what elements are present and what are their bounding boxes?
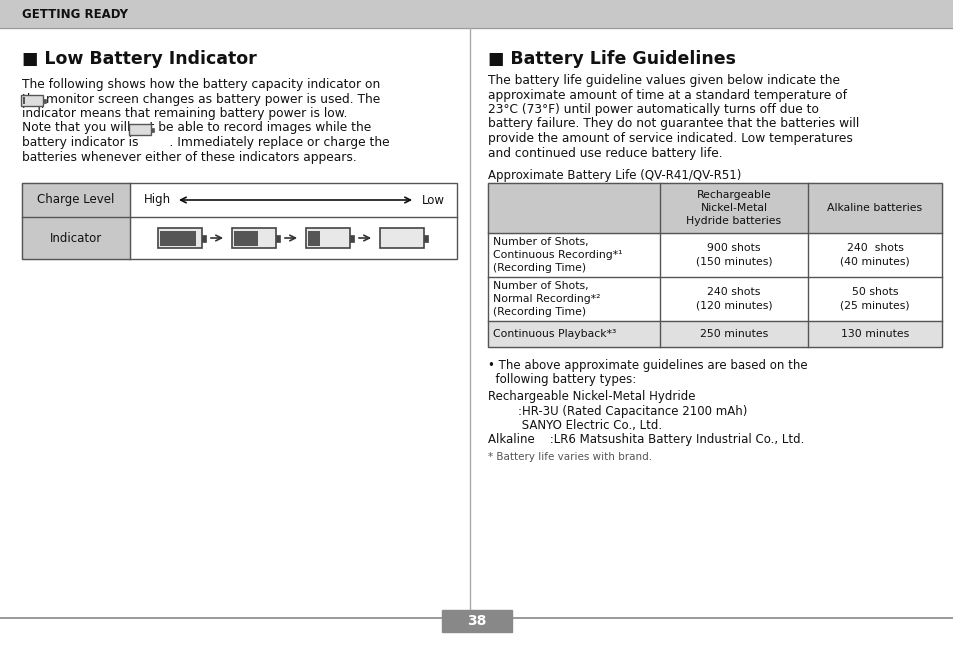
Bar [488, 183, 941, 347]
Text: Rechargeable Nickel-Metal Hydride: Rechargeable Nickel-Metal Hydride [488, 390, 695, 403]
Text: Indicator: Indicator [50, 231, 102, 244]
Bar [306, 228, 350, 248]
Bar [151, 127, 153, 132]
Text: 900 shots
(150 minutes): 900 shots (150 minutes) [695, 244, 772, 267]
Text: Number of Shots,
Normal Recording*²
(Recording Time): Number of Shots, Normal Recording*² (Rec… [493, 281, 599, 317]
Bar [129, 124, 151, 135]
Text: ■ Battery Life Guidelines: ■ Battery Life Guidelines [488, 50, 735, 68]
Text: battery indicator is        . Immediately replace or charge the: battery indicator is . Immediately repla… [22, 136, 389, 149]
Bar [379, 228, 423, 248]
Text: indicator means that remaining battery power is low.: indicator means that remaining battery p… [22, 107, 347, 120]
Bar [308, 231, 320, 245]
Bar [21, 95, 43, 106]
Text: approximate amount of time at a standard temperature of: approximate amount of time at a standard… [488, 89, 846, 101]
Text: * Battery life varies with brand.: * Battery life varies with brand. [488, 452, 652, 462]
Text: the monitor screen changes as battery power is used. The: the monitor screen changes as battery po… [22, 92, 380, 105]
Bar [160, 231, 195, 245]
Text: Charge Level: Charge Level [37, 194, 114, 207]
Text: battery failure. They do not guarantee that the batteries will: battery failure. They do not guarantee t… [488, 118, 859, 130]
Text: and continued use reduce battery life.: and continued use reduce battery life. [488, 147, 721, 160]
Bar [43, 99, 46, 103]
Bar [423, 234, 428, 242]
Text: Note that you will not be able to record images while the: Note that you will not be able to record… [22, 121, 371, 134]
Text: 23°C (73°F) until power automatically turns off due to: 23°C (73°F) until power automatically tu… [488, 103, 818, 116]
Bar [488, 183, 941, 233]
Bar [488, 321, 941, 347]
Bar [350, 234, 354, 242]
Bar [22, 183, 456, 259]
Text: SANYO Electric Co., Ltd.: SANYO Electric Co., Ltd. [488, 419, 661, 432]
Text: High: High [144, 194, 171, 207]
Bar [234, 231, 257, 245]
Text: The following shows how the battery capacity indicator on: The following shows how the battery capa… [22, 78, 380, 91]
Text: 240  shots
(40 minutes): 240 shots (40 minutes) [840, 244, 909, 267]
Text: • The above approximate guidelines are based on the: • The above approximate guidelines are b… [488, 359, 807, 372]
Text: 130 minutes: 130 minutes [840, 329, 908, 339]
Text: Number of Shots,
Continuous Recording*¹
(Recording Time): Number of Shots, Continuous Recording*¹ … [493, 237, 621, 273]
Bar [23, 98, 25, 104]
Bar [441, 610, 512, 632]
Bar [232, 228, 275, 248]
Bar [202, 234, 206, 242]
Bar [22, 217, 130, 259]
Text: 38: 38 [467, 614, 486, 628]
Text: batteries whenever either of these indicators appears.: batteries whenever either of these indic… [22, 151, 356, 163]
Text: Approximate Battery Life (QV-R41/QV-R51): Approximate Battery Life (QV-R41/QV-R51) [488, 169, 740, 182]
Bar [22, 183, 130, 217]
Bar [158, 228, 202, 248]
Text: Alkaline batteries: Alkaline batteries [826, 203, 922, 213]
Text: Rechargeable
Nickel-Metal
Hydride batteries: Rechargeable Nickel-Metal Hydride batter… [686, 190, 781, 226]
Text: 50 shots
(25 minutes): 50 shots (25 minutes) [840, 287, 909, 311]
Text: ■ Low Battery Indicator: ■ Low Battery Indicator [22, 50, 256, 68]
Text: :HR-3U (Rated Capacitance 2100 mAh): :HR-3U (Rated Capacitance 2100 mAh) [488, 404, 746, 417]
Text: following battery types:: following battery types: [488, 373, 636, 386]
Text: 240 shots
(120 minutes): 240 shots (120 minutes) [695, 287, 772, 311]
Text: The battery life guideline values given below indicate the: The battery life guideline values given … [488, 74, 840, 87]
Text: Continuous Playback*³: Continuous Playback*³ [493, 329, 616, 339]
Text: Alkaline    :LR6 Matsushita Battery Industrial Co., Ltd.: Alkaline :LR6 Matsushita Battery Industr… [488, 433, 803, 446]
Bar [0, 0, 953, 28]
Text: provide the amount of service indicated. Low temperatures: provide the amount of service indicated.… [488, 132, 852, 145]
Bar [275, 234, 280, 242]
Text: Low: Low [421, 194, 444, 207]
Text: 250 minutes: 250 minutes [700, 329, 767, 339]
Text: GETTING READY: GETTING READY [22, 8, 128, 21]
